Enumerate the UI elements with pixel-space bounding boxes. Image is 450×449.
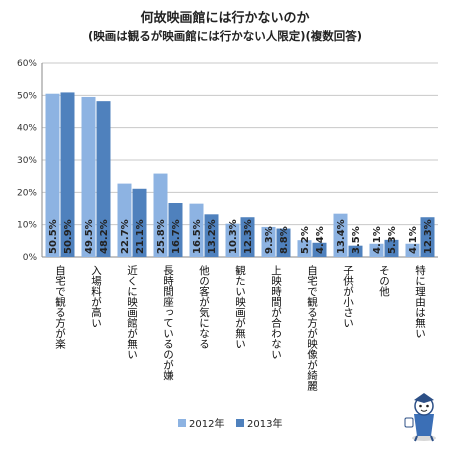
data-label: 5.3% — [387, 226, 398, 254]
category-label: 観たい映画が無い — [234, 264, 246, 349]
data-label: 13.2% — [207, 219, 218, 254]
category-label: 特に理由は無い — [414, 265, 426, 339]
data-label: 12.3% — [243, 219, 254, 254]
data-label: 5.2% — [300, 226, 311, 254]
y-tick-label: 50% — [17, 91, 37, 101]
data-label: 4.1% — [372, 226, 383, 254]
y-tick-label: 10% — [17, 221, 37, 231]
legend-swatch — [236, 419, 244, 427]
category-label: 子供が小さい — [342, 265, 354, 328]
bar-1-9 — [369, 243, 384, 257]
legend: 2012年 2013年 — [178, 417, 282, 430]
data-label: 13.4% — [336, 219, 347, 254]
bar-2-5 — [240, 217, 255, 257]
bar-1-10 — [405, 243, 420, 257]
bar-1-6 — [261, 226, 276, 257]
legend-swatch — [178, 419, 186, 427]
category-label: 上映時間が合わない — [270, 265, 282, 360]
category-label: 長時間座っているのが嫌 — [162, 265, 174, 381]
bar-1-2 — [117, 183, 132, 257]
bar-1-5 — [225, 223, 240, 257]
y-tick-label: 20% — [17, 188, 37, 198]
category-label: 入場料が高い — [90, 265, 102, 328]
data-label: 48.2% — [99, 219, 110, 254]
bar-2-1 — [96, 101, 111, 257]
data-label: 50.9% — [63, 219, 74, 254]
bar-2-3 — [168, 203, 183, 257]
data-label: 4.4% — [315, 226, 326, 254]
legend-label: 2013年 — [247, 417, 282, 430]
bars — [45, 92, 435, 257]
data-label: 12.3% — [423, 219, 434, 254]
bar-2-2 — [132, 188, 147, 257]
category-label: その他 — [378, 265, 390, 297]
bar-1-1 — [81, 96, 96, 257]
y-tick-label: 30% — [17, 156, 37, 166]
data-label: 25.8% — [156, 219, 167, 254]
category-label: 自宅で観る方が映像が綺麗 — [306, 264, 318, 392]
category-label: 近くに映画館が無い — [126, 264, 138, 359]
data-label: 9.3% — [264, 226, 275, 254]
y-tick-label: 0% — [23, 253, 38, 263]
bar-2-6 — [276, 228, 291, 257]
legend-label: 2012年 — [189, 417, 224, 430]
data-label: 16.5% — [192, 219, 203, 254]
data-label: 3.5% — [351, 226, 362, 254]
data-label: 4.1% — [408, 226, 419, 254]
y-tick-label: 40% — [17, 124, 37, 134]
bar-1-8 — [333, 213, 348, 257]
category-labels: 自宅で観る方が楽 入場料が高い 近くに映画館が無い 長時間座っているのが嫌 他の客が気に… — [54, 264, 426, 392]
bar-1-4 — [189, 203, 204, 257]
data-label: 8.8% — [279, 226, 290, 254]
data-label: 22.7% — [120, 219, 131, 254]
bar-2-0 — [60, 92, 75, 257]
chart-subtitle: (映画は観るが映画館には行かない人限定)(複数回答) — [88, 29, 362, 43]
bar-2-8 — [348, 245, 363, 257]
data-label: 21.1% — [135, 219, 146, 254]
chart-title: 何故映画館には行かないのか — [140, 10, 309, 26]
bar-1-3 — [153, 173, 168, 257]
data-label: 16.7% — [171, 219, 182, 254]
bar-1-0 — [45, 93, 60, 257]
bar-2-10 — [420, 217, 435, 257]
data-label: 50.5% — [48, 219, 59, 254]
mascot-illustration — [404, 393, 436, 442]
y-tick-label: 60% — [17, 59, 37, 69]
data-labels: 50.5% 50.9% 49.5% 48.2% 22.7% 21.1% 25.8% 16.7%… — [48, 219, 434, 254]
bar-2-7 — [312, 242, 327, 257]
bar-2-4 — [204, 214, 219, 257]
bar-2-9 — [384, 239, 399, 257]
data-label: 49.5% — [84, 219, 95, 254]
data-label: 10.3% — [228, 219, 239, 254]
category-label: 他の客が気になる — [198, 264, 210, 349]
y-axis-ticks: 0% 10% 20% 30% 40% 50% 60% — [17, 59, 37, 263]
bar-1-7 — [297, 240, 312, 257]
category-label: 自宅で観る方が楽 — [54, 264, 66, 350]
